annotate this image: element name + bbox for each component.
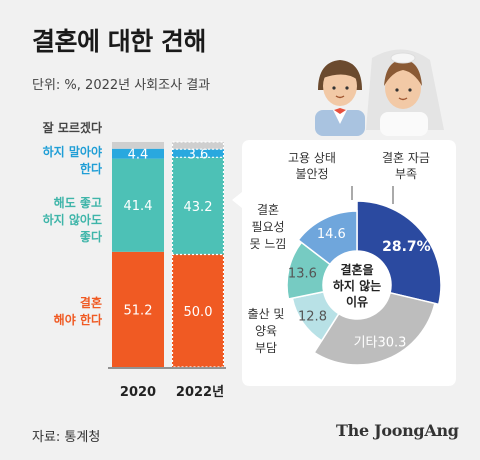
donut-center-line1: 결혼을 bbox=[340, 262, 373, 277]
donut-value-label-0: 28.7% bbox=[382, 239, 431, 255]
source-note: 자료: 통계청 bbox=[32, 430, 101, 445]
bar-segment-0-1 bbox=[112, 158, 164, 252]
bar-segment-1-1 bbox=[172, 157, 224, 255]
legend-either-line1: 해도 좋고 bbox=[54, 195, 102, 210]
label-need-line1: 결혼 bbox=[257, 203, 279, 217]
donut-value-label-3: 13.6 bbox=[288, 266, 317, 281]
donut-center-label: 결혼을 하지 않는 이유 bbox=[333, 262, 381, 309]
chart-subtitle: 단위: %, 2022년 사회조사 결과 bbox=[32, 78, 211, 93]
bar-value-label-0-2: 4.4 bbox=[128, 148, 149, 163]
legend-unknown: 잘 모르겠다 bbox=[43, 120, 102, 135]
donut-chart: 28.7% 기타30.3 12.8 13.6 14.6 bbox=[286, 200, 442, 366]
bar-segment-1-3 bbox=[172, 142, 224, 150]
label-birth-line2: 양육 bbox=[255, 324, 277, 338]
label-birth-line1: 출산 및 bbox=[248, 307, 285, 321]
chart-title: 결혼에 대한 견해 bbox=[32, 27, 206, 56]
label-need-line2: 필요성 bbox=[251, 220, 284, 234]
label-money-line1: 결혼 자금 bbox=[382, 151, 430, 165]
donut-category-labels: 고용 상태 불안정 결혼 자금 부족 결혼 필요성 못 느낌 출산 및 양육 부… bbox=[248, 151, 430, 355]
bar-category-2020: 2020 bbox=[120, 385, 156, 400]
bar-segment-0-0 bbox=[112, 251, 164, 367]
label-money-line2: 부족 bbox=[395, 167, 417, 181]
legend-should-line2: 해야 한다 bbox=[54, 312, 102, 327]
donut-center-line2: 하지 않는 bbox=[333, 278, 381, 293]
bar-segment-1-2 bbox=[172, 149, 224, 158]
legend-should-line1: 결혼 bbox=[80, 295, 102, 310]
donut-leader-lines bbox=[351, 186, 394, 204]
bar-2022-outline bbox=[171, 141, 225, 368]
donut-value-label-1: 기타30.3 bbox=[354, 336, 407, 351]
bar-value-label-1-2: 3.6 bbox=[188, 147, 209, 162]
brand-logo: The JoongAng bbox=[336, 421, 459, 440]
bar-value-label-1-1: 43.2 bbox=[184, 200, 213, 215]
legend-shouldnt-line1: 하지 말아야 bbox=[43, 144, 102, 159]
bar-segment-0-3 bbox=[112, 142, 164, 149]
donut-hole bbox=[323, 251, 391, 319]
donut-value-label-2: 12.8 bbox=[298, 310, 327, 325]
donut-center-line3: 이유 bbox=[346, 294, 368, 309]
legend-either-line2: 하지 않아도 bbox=[43, 212, 102, 227]
bar-value-label-0-0: 51.2 bbox=[124, 303, 153, 318]
legend-either-line3: 좋다 bbox=[80, 229, 102, 244]
donut-value-label-4: 14.6 bbox=[317, 227, 346, 242]
bar-segment-1-0 bbox=[172, 254, 224, 367]
legend-shouldnt-line2: 한다 bbox=[80, 161, 102, 176]
stacked-bars: 51.2 41.4 4.4 50.0 43.2 3.6 bbox=[112, 141, 225, 368]
couple-illustration bbox=[315, 49, 444, 136]
bar-value-label-1-0: 50.0 bbox=[184, 305, 213, 320]
label-need-line3: 못 느낌 bbox=[250, 237, 287, 251]
label-job-line2: 불안정 bbox=[295, 167, 328, 181]
bar-category-2022: 2022년 bbox=[176, 385, 224, 400]
bar-legend: 잘 모르겠다 하지 말아야 한다 해도 좋고 하지 않아도 좋다 결혼 해야 한… bbox=[43, 120, 102, 327]
label-birth-line3: 부담 bbox=[255, 341, 277, 355]
bar-segment-0-2 bbox=[112, 148, 164, 159]
label-job-line1: 고용 상태 bbox=[288, 151, 336, 165]
bar-value-label-0-1: 41.4 bbox=[124, 199, 153, 214]
